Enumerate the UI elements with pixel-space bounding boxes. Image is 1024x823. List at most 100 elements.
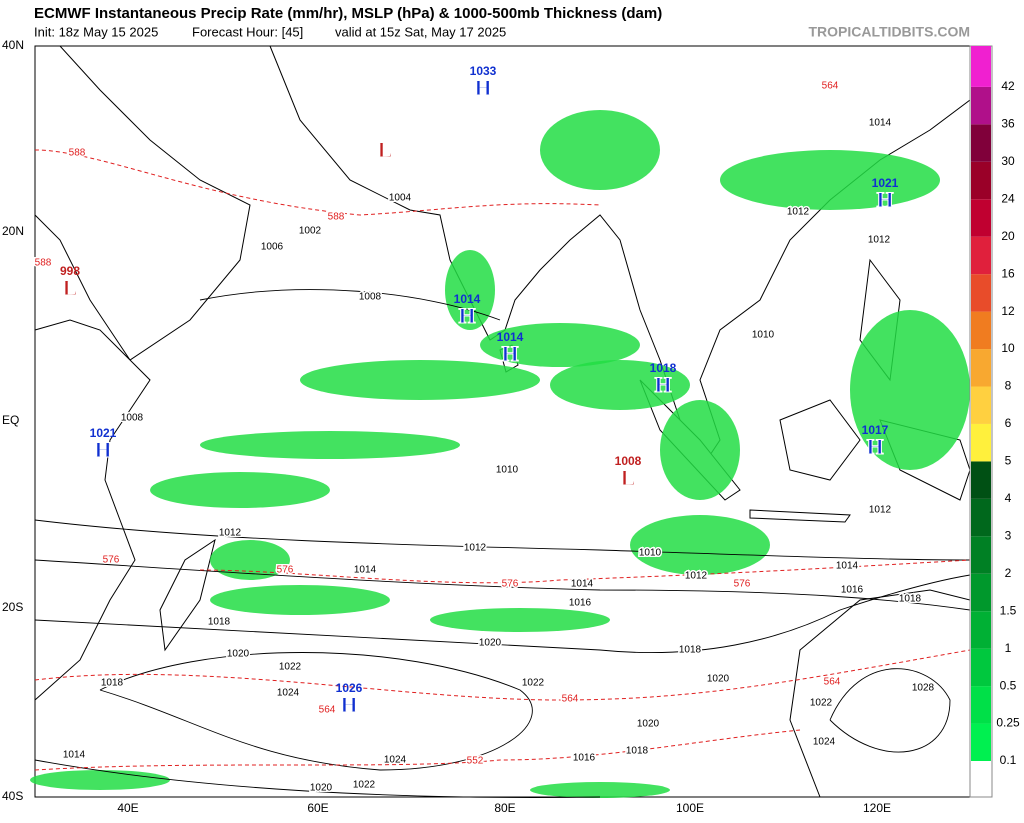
center-letter: H: [340, 692, 357, 717]
coastline: [749, 509, 851, 523]
isobar-label: 1018: [679, 645, 702, 656]
isobar-label: 1020: [227, 649, 250, 660]
isobar-label: 1016: [569, 598, 592, 609]
colorbar-swatch: [971, 124, 991, 162]
center-letter: H: [866, 434, 883, 459]
colorbar-label: 10: [1001, 341, 1015, 355]
lat-label: EQ: [2, 413, 19, 427]
center-letter: H: [458, 303, 475, 328]
center-value: 1014: [454, 292, 481, 306]
isobar-label: 1014: [63, 750, 86, 761]
isobar-label: 1018: [208, 617, 231, 628]
isobar-label: 1012: [868, 235, 891, 246]
isobar-label: 1022: [810, 698, 833, 709]
isobar-label: 1010: [496, 465, 519, 476]
thickness-label: 576: [103, 555, 120, 566]
center-letter: L: [63, 275, 78, 300]
coastline: [779, 399, 861, 481]
center-value: 1021: [90, 426, 117, 440]
colorbar-swatch: [971, 86, 991, 125]
isobar-label: 1012: [869, 505, 892, 516]
center-value: 1026: [336, 681, 363, 695]
colorbar-label: 5: [1005, 454, 1012, 468]
center-letter: L: [621, 465, 636, 490]
colorbar-label: 1: [1005, 641, 1012, 655]
isobar-label: 1016: [841, 585, 864, 596]
colorbar-swatch: [971, 723, 991, 761]
isobar-label: 1018: [101, 678, 124, 689]
center-value: 1021: [872, 176, 899, 190]
isobar-label: 1020: [479, 638, 502, 649]
center-letter: H: [654, 372, 671, 397]
coastline: [159, 538, 216, 652]
isobar-label: 1028: [912, 683, 935, 694]
lat-label: 20N: [2, 224, 24, 238]
isobar-label: 1012: [787, 207, 810, 218]
colorbar-swatch: [971, 311, 991, 350]
thickness-label: 564: [824, 677, 841, 688]
colorbar-swatch: [971, 274, 991, 312]
colorbar-swatch: [971, 573, 991, 612]
isobar-label: 1008: [121, 413, 144, 424]
colorbar-swatch: [971, 199, 991, 237]
precipitation: [30, 110, 970, 798]
colorbar-swatch: [971, 498, 991, 537]
title: ECMWF Instantaneous Precip Rate (mm/hr),…: [34, 5, 662, 22]
thickness-label: 564: [319, 705, 336, 716]
thickness-label: 576: [502, 579, 519, 590]
thickness-lines: [34, 149, 971, 771]
isobar-label: 1022: [279, 662, 302, 673]
colorbar-label: 4: [1005, 491, 1012, 505]
center-value: 1017: [862, 423, 889, 437]
center-value: 998: [60, 264, 80, 278]
lon-label: 100E: [676, 801, 704, 815]
colorbar-label: 36: [1001, 117, 1015, 131]
colorbar-label: 3: [1005, 528, 1012, 542]
isobar-label: 1016: [573, 753, 596, 764]
colorbar-swatch: [971, 423, 991, 462]
isobar-label: 1024: [813, 737, 836, 748]
colorbar-label: 0.5: [1000, 678, 1017, 692]
center-value: 1008: [615, 454, 642, 468]
isobar-label: 1018: [626, 746, 649, 757]
isobar-label: 1024: [384, 755, 407, 766]
thickness-label: 588: [328, 212, 345, 223]
isobar-label: 1022: [522, 678, 545, 689]
lat-label: 40N: [2, 38, 24, 52]
isobar-label: 1014: [869, 118, 892, 129]
colorbar-label: 8: [1005, 379, 1012, 393]
colorbar-swatch: [971, 46, 991, 87]
colorbar-label: 16: [1001, 266, 1015, 280]
lon-label: 120E: [863, 801, 891, 815]
isobar-label: 1020: [310, 783, 333, 794]
center-value: 1014: [497, 330, 524, 344]
center-letter: H: [94, 437, 111, 462]
thickness-label: 552: [467, 756, 484, 767]
site: TROPICALTIDBITS.COM: [808, 24, 970, 40]
isobar-label: 1014: [354, 565, 377, 576]
colorbar-swatch: [971, 648, 991, 687]
colorbar-label: 0.25: [996, 716, 1020, 730]
thickness-label: 564: [822, 81, 839, 92]
lat-label: 40S: [2, 789, 23, 803]
colorbar-swatch: [971, 349, 991, 387]
lon-label: 60E: [307, 801, 328, 815]
thickness-label: 588: [69, 148, 86, 159]
isobar-label: 1012: [464, 543, 487, 554]
thickness-label: 576: [277, 565, 294, 576]
center-letter: H: [876, 187, 893, 212]
isobar-label: 1014: [571, 579, 594, 590]
colorbar-label: 24: [1001, 191, 1015, 205]
colorbar-swatch: [971, 386, 991, 424]
isobar-label: 1012: [685, 571, 708, 582]
isobar-label: 1020: [707, 674, 730, 685]
colorbar-label: 0.1: [1000, 753, 1017, 767]
isobar-label: 1014: [836, 561, 859, 572]
coastline: [34, 45, 251, 361]
coastline: [34, 319, 151, 702]
isobar-label: 1010: [752, 330, 775, 341]
colorbar-swatch: [971, 161, 991, 200]
init: Init: 18z May 15 2025: [34, 24, 158, 39]
